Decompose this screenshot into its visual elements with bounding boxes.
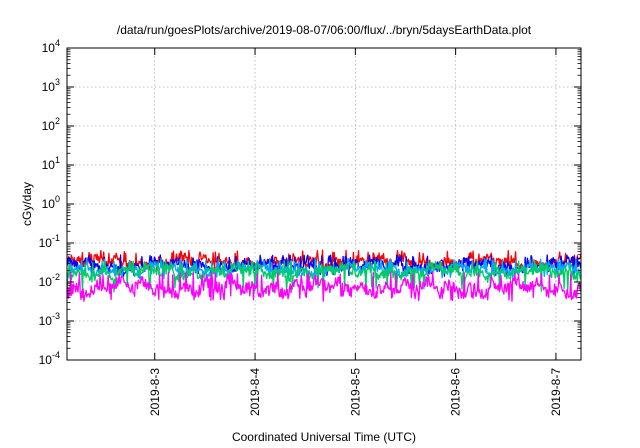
y-tick-label: 101 — [42, 155, 60, 172]
series-line — [66, 271, 582, 302]
y-axis: 10-4 10-3 10-2 10-1 100 101 102 103 104 — [39, 38, 581, 367]
x-tick-label: 2019-8-6 — [449, 368, 463, 416]
x-tick-label: 2019-8-5 — [348, 368, 362, 416]
chart-title: /data/run/goesPlots/archive/2019-08-07/0… — [117, 23, 532, 37]
series-line — [66, 260, 582, 293]
y-tick-label: 104 — [42, 38, 60, 55]
grid — [67, 48, 581, 360]
y-tick-label: 10-2 — [39, 272, 60, 289]
y-axis-label: cGy/day — [20, 182, 34, 226]
series-layer — [66, 249, 582, 302]
y-tick-label: 10-1 — [39, 233, 60, 250]
y-tick-label: 102 — [42, 116, 60, 133]
x-axis: 2019-8-3 2019-8-4 2019-8-5 2019-8-6 2019-8-7 — [148, 48, 563, 416]
x-tick-label: 2019-8-3 — [148, 368, 162, 416]
y-tick-label: 100 — [42, 194, 60, 211]
x-axis-label: Coordinated Universal Time (UTC) — [232, 430, 416, 444]
y-tick-label: 10-4 — [39, 350, 60, 367]
y-tick-label: 10-3 — [39, 311, 60, 328]
x-tick-label: 2019-8-7 — [549, 368, 563, 416]
y-tick-label: 103 — [42, 77, 60, 94]
x-tick-label: 2019-8-4 — [248, 368, 262, 416]
